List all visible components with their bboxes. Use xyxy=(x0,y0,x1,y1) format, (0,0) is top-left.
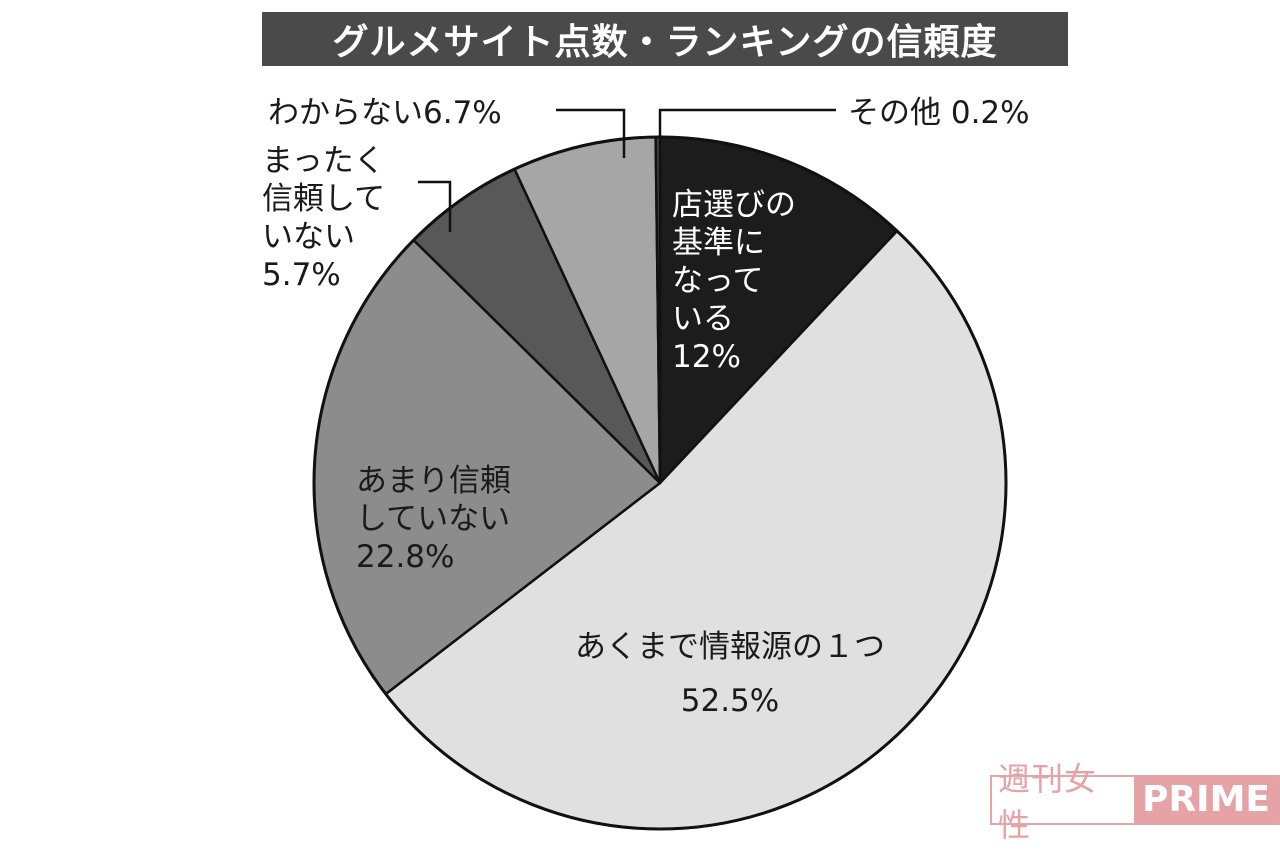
slice-label-line: 52.5% xyxy=(680,683,780,719)
leader-line-no-trust xyxy=(418,180,452,232)
slice-label-info-source: あくまで情報源の１つ 52.5% xyxy=(520,620,940,728)
slice-label-line: わからない6.7% xyxy=(268,95,502,131)
slice-label-line: あまり信頼 xyxy=(356,463,511,499)
slice-label-line: 12% xyxy=(672,339,741,375)
slice-label-line: まったく xyxy=(262,143,385,179)
slice-label-line: 信頼して xyxy=(262,181,386,217)
slice-label-line: いる xyxy=(672,301,734,337)
watermark-jp-text: 週刊女性 xyxy=(998,760,1098,844)
slice-label-line: 店選びの xyxy=(672,187,796,223)
slice-label-line: していない xyxy=(356,501,511,537)
slice-label-line: その他 0.2% xyxy=(848,95,1030,131)
slice-label-line: いない xyxy=(262,219,355,255)
slice-label-line: なって xyxy=(672,263,764,299)
leader-line-dont-know xyxy=(556,108,626,158)
leader-line-other xyxy=(658,108,836,140)
slice-label-dont-know: わからない6.7% xyxy=(268,94,502,132)
chart-title: グルメサイト点数・ランキングの信頼度 xyxy=(262,12,1068,66)
slice-label-no-trust: まったく 信頼して いない 5.7% xyxy=(262,142,385,294)
slice-label-line: 22.8% xyxy=(356,539,455,575)
watermark-logo: 週刊女性 PRIME xyxy=(990,760,1280,844)
slice-label-other: その他 0.2% xyxy=(848,94,1030,132)
slice-label-line: 基準に xyxy=(672,225,765,261)
slice-label-not-much-trust: あまり信頼 していない 22.8% xyxy=(356,462,511,576)
slice-label-line: 5.7% xyxy=(262,257,341,293)
watermark-en-text: PRIME xyxy=(1134,777,1278,823)
slice-label-shop-criteria: 店選びの 基準に なって いる 12% xyxy=(672,186,796,376)
slice-label-line: あくまで情報源の１つ xyxy=(575,629,885,665)
